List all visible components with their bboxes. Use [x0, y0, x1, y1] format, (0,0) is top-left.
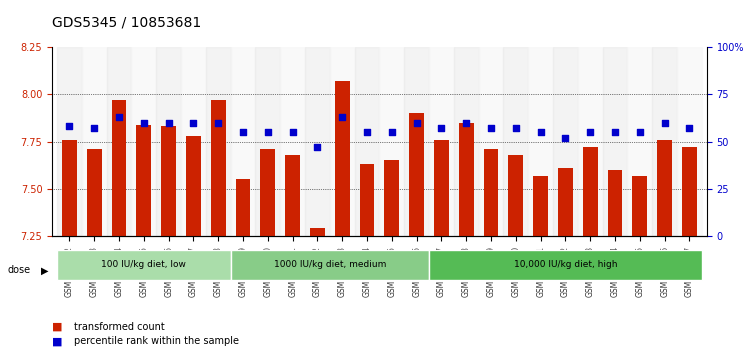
Bar	[330, 47, 355, 236]
Bar	[484, 149, 498, 236]
Point	[138, 120, 150, 126]
Text: transformed count: transformed count	[74, 322, 165, 332]
Text: ▶: ▶	[41, 265, 48, 276]
Bar	[657, 140, 672, 236]
Bar	[652, 47, 677, 236]
Bar	[206, 47, 231, 236]
Text: ■: ■	[52, 322, 62, 332]
Point	[485, 126, 497, 131]
Bar	[504, 47, 528, 236]
Bar	[528, 47, 553, 236]
Point	[312, 144, 324, 150]
Point	[262, 129, 274, 135]
Bar	[603, 47, 627, 236]
Point	[113, 114, 125, 120]
Point	[510, 126, 522, 131]
FancyBboxPatch shape	[429, 250, 702, 280]
Bar	[627, 47, 652, 236]
Bar	[231, 47, 255, 236]
Bar	[186, 136, 201, 236]
Bar	[112, 100, 126, 236]
Point	[89, 126, 100, 131]
Bar	[285, 155, 300, 236]
Bar	[583, 147, 597, 236]
Bar	[57, 47, 82, 236]
Point	[187, 120, 199, 126]
Bar	[255, 47, 280, 236]
Point	[461, 120, 472, 126]
Bar	[136, 125, 151, 236]
Bar	[409, 113, 424, 236]
Bar	[87, 149, 102, 236]
Bar	[429, 47, 454, 236]
Point	[559, 135, 571, 141]
Point	[584, 129, 596, 135]
Bar	[478, 47, 504, 236]
Bar	[236, 179, 251, 236]
Bar	[280, 47, 305, 236]
Bar	[385, 160, 400, 236]
Bar	[404, 47, 429, 236]
Bar	[508, 155, 523, 236]
Bar	[558, 168, 573, 236]
Point	[386, 129, 398, 135]
Bar	[359, 164, 374, 236]
Point	[63, 123, 75, 129]
FancyBboxPatch shape	[57, 250, 231, 280]
FancyBboxPatch shape	[231, 250, 429, 280]
Bar	[533, 176, 548, 236]
Bar	[181, 47, 206, 236]
Bar	[682, 147, 697, 236]
Bar	[62, 140, 77, 236]
Bar	[305, 47, 330, 236]
Bar	[608, 170, 623, 236]
Point	[361, 129, 373, 135]
Text: ■: ■	[52, 336, 62, 346]
Point	[435, 126, 447, 131]
Bar	[82, 47, 106, 236]
Bar	[310, 228, 325, 236]
Text: GDS5345 / 10853681: GDS5345 / 10853681	[52, 15, 202, 29]
Point	[609, 129, 621, 135]
Bar	[379, 47, 404, 236]
Text: 10,000 IU/kg diet, high: 10,000 IU/kg diet, high	[513, 261, 618, 269]
Point	[163, 120, 175, 126]
Point	[634, 129, 646, 135]
Bar	[677, 47, 702, 236]
Point	[336, 114, 348, 120]
Bar	[156, 47, 181, 236]
Point	[535, 129, 547, 135]
Bar	[355, 47, 379, 236]
Bar	[132, 47, 156, 236]
Text: 1000 IU/kg diet, medium: 1000 IU/kg diet, medium	[274, 261, 386, 269]
Point	[684, 126, 696, 131]
Point	[286, 129, 298, 135]
Bar	[106, 47, 132, 236]
Text: 100 IU/kg diet, low: 100 IU/kg diet, low	[101, 261, 186, 269]
Point	[212, 120, 224, 126]
Bar	[161, 126, 176, 236]
Bar	[260, 149, 275, 236]
Bar	[578, 47, 603, 236]
Bar	[434, 140, 449, 236]
Point	[237, 129, 249, 135]
Point	[658, 120, 670, 126]
Bar	[211, 100, 225, 236]
Bar	[632, 176, 647, 236]
Point	[411, 120, 423, 126]
Text: percentile rank within the sample: percentile rank within the sample	[74, 336, 240, 346]
Bar	[454, 47, 478, 236]
Bar	[553, 47, 578, 236]
Text: dose: dose	[7, 265, 31, 276]
Bar	[335, 81, 350, 236]
Bar	[459, 123, 474, 236]
